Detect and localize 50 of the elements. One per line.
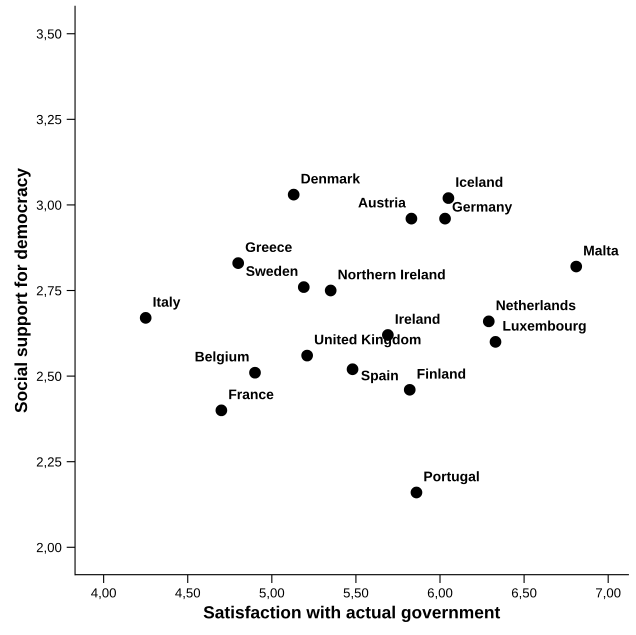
- point: [346, 363, 358, 376]
- x-tick-label: 4,50: [175, 588, 200, 600]
- point: [232, 257, 244, 269]
- point: [298, 281, 310, 293]
- annotation: Iceland: [456, 176, 502, 187]
- point: [406, 212, 418, 224]
- y-tick-label: 2,25: [36, 457, 62, 468]
- annotation: Denmark: [302, 173, 360, 184]
- annotation: Northern Ireland: [338, 269, 445, 280]
- point: [410, 486, 422, 498]
- annotation: Belgium: [196, 351, 249, 364]
- annotation: Spain: [361, 370, 398, 384]
- x-tick-label: 5,50: [344, 588, 368, 600]
- annotation: Italy: [154, 296, 180, 310]
- annotation: Netherlands: [496, 300, 576, 310]
- annotation: Portugal: [424, 471, 479, 484]
- point: [490, 336, 502, 348]
- annotation: Germany: [452, 202, 512, 214]
- annotation: Greece: [246, 242, 292, 252]
- y-axis-title: Social support for democracy: [14, 168, 31, 413]
- x-axis-title: Satisfaction with actual government: [204, 606, 500, 622]
- annotation: Malta: [584, 245, 619, 256]
- y-tick-label: 3,00: [36, 200, 62, 212]
- point: [482, 315, 495, 328]
- point: [442, 192, 454, 204]
- point: [140, 312, 152, 324]
- annotation: Ireland: [396, 314, 440, 324]
- point: [249, 366, 261, 379]
- annotation: Sweden: [246, 266, 298, 276]
- x-tick-label: 6,50: [512, 588, 536, 600]
- x-tick-label: 6,00: [428, 588, 452, 600]
- point: [404, 384, 416, 396]
- y-tick-label: 2,50: [36, 372, 62, 383]
- y-tick-label: 3,25: [36, 114, 62, 126]
- point: [216, 404, 228, 416]
- y-tick-label: 2,00: [36, 542, 62, 554]
- x-tick-label: 4,00: [91, 588, 116, 600]
- point: [439, 212, 451, 224]
- y-tick-label: 2,75: [36, 286, 62, 297]
- point: [288, 188, 300, 200]
- annotation: Austria: [358, 197, 406, 208]
- annotation: France: [229, 390, 274, 400]
- x-tick-label: 7,00: [596, 588, 621, 600]
- annotation: Luxembourg: [503, 320, 586, 334]
- point: [301, 350, 313, 362]
- point: [324, 284, 337, 296]
- y-tick-label: 3,50: [36, 29, 62, 40]
- annotation: Finland: [418, 368, 466, 379]
- x-tick-label: 5,00: [260, 588, 284, 600]
- point: [570, 260, 582, 272]
